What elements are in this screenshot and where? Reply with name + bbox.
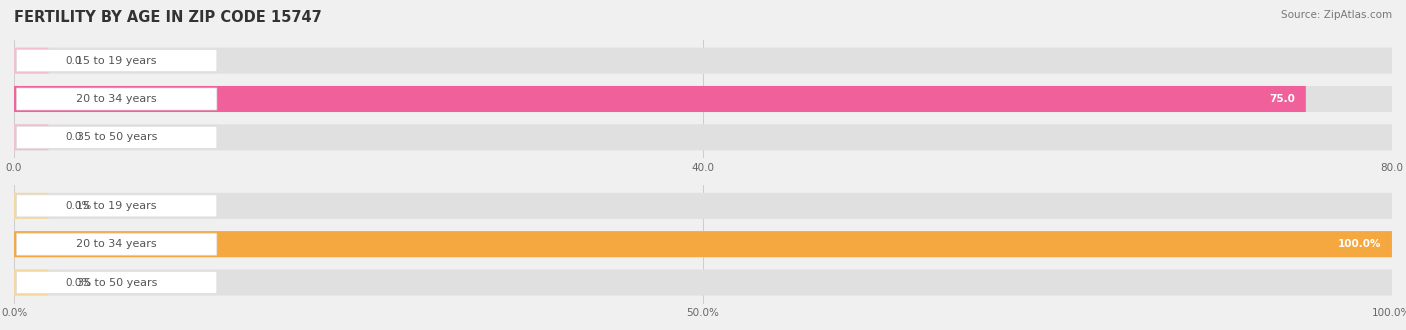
FancyBboxPatch shape (17, 272, 217, 293)
Text: 75.0: 75.0 (1270, 94, 1295, 104)
Text: 20 to 34 years: 20 to 34 years (76, 94, 157, 104)
Text: 0.0: 0.0 (65, 56, 82, 66)
Text: Source: ZipAtlas.com: Source: ZipAtlas.com (1281, 10, 1392, 20)
Text: 35 to 50 years: 35 to 50 years (76, 278, 157, 287)
FancyBboxPatch shape (14, 193, 48, 219)
Text: FERTILITY BY AGE IN ZIP CODE 15747: FERTILITY BY AGE IN ZIP CODE 15747 (14, 10, 322, 25)
FancyBboxPatch shape (14, 86, 1392, 112)
Text: 0.0%: 0.0% (65, 278, 91, 287)
FancyBboxPatch shape (14, 270, 48, 296)
FancyBboxPatch shape (14, 193, 1392, 219)
FancyBboxPatch shape (14, 231, 1392, 257)
Text: 0.0: 0.0 (65, 132, 82, 142)
Text: 100.0%: 100.0% (1337, 239, 1381, 249)
FancyBboxPatch shape (17, 88, 217, 110)
FancyBboxPatch shape (14, 86, 1306, 112)
Text: 15 to 19 years: 15 to 19 years (76, 201, 157, 211)
FancyBboxPatch shape (17, 195, 217, 217)
FancyBboxPatch shape (17, 233, 217, 255)
FancyBboxPatch shape (14, 48, 1392, 74)
Text: 20 to 34 years: 20 to 34 years (76, 239, 157, 249)
FancyBboxPatch shape (14, 124, 1392, 150)
FancyBboxPatch shape (14, 124, 48, 150)
Text: 35 to 50 years: 35 to 50 years (76, 132, 157, 142)
FancyBboxPatch shape (14, 231, 1392, 257)
Text: 15 to 19 years: 15 to 19 years (76, 56, 157, 66)
FancyBboxPatch shape (17, 50, 217, 72)
FancyBboxPatch shape (14, 270, 1392, 296)
FancyBboxPatch shape (17, 126, 217, 148)
Text: 0.0%: 0.0% (65, 201, 91, 211)
FancyBboxPatch shape (14, 48, 48, 74)
